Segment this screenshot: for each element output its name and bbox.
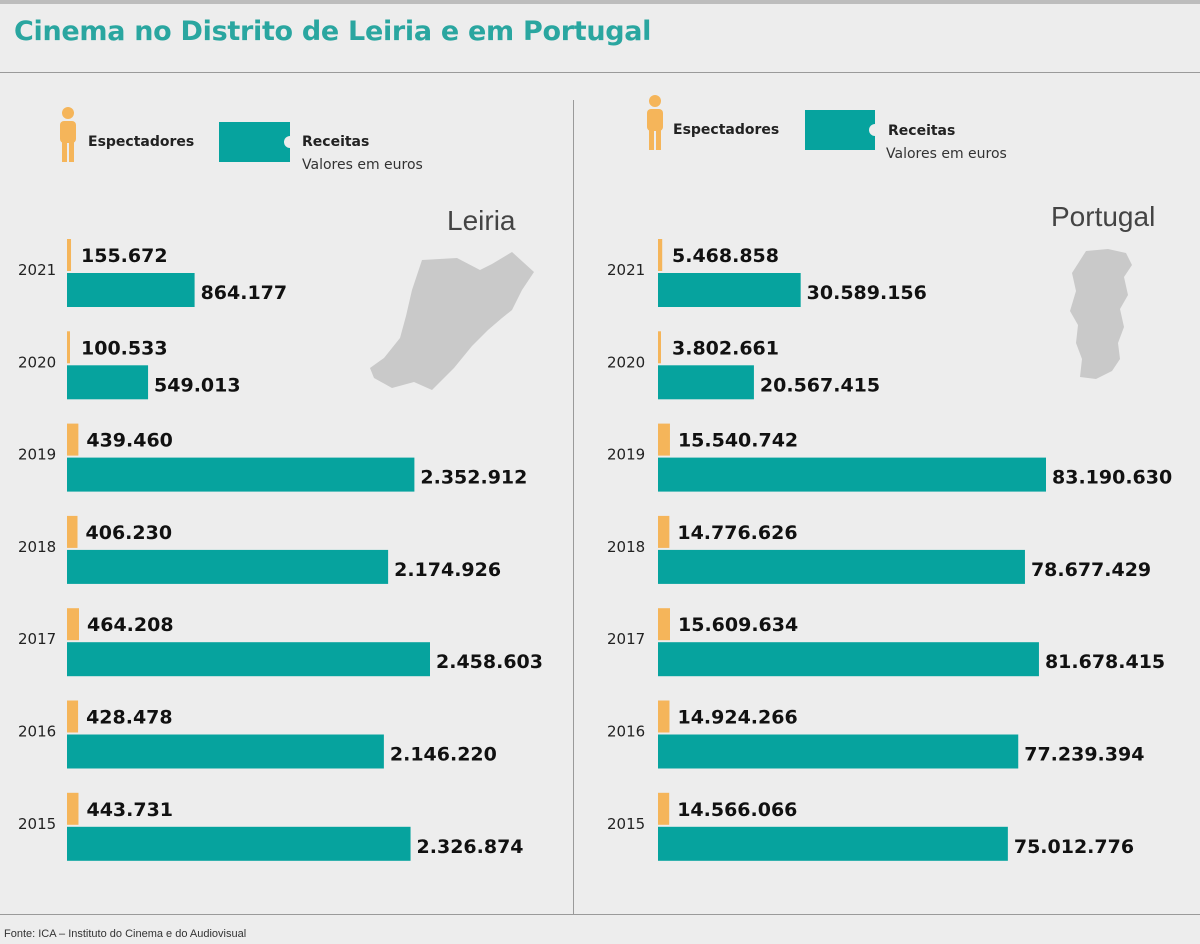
spectators-value-2019: 15.540.742 (678, 430, 798, 452)
revenue-value-2020: 549.013 (154, 374, 241, 396)
spectators-bar-2020 (658, 331, 661, 364)
spectators-bar-2019 (67, 423, 79, 456)
revenue-bar-2018 (67, 549, 389, 584)
page-title: Cinema no Distrito de Leiria e em Portug… (14, 16, 652, 47)
revenue-bar-2016 (658, 734, 1019, 769)
revenue-value-2015: 2.326.874 (417, 836, 524, 858)
spectator-person-icon (60, 107, 76, 162)
year-label-2020: 2020 (18, 353, 56, 371)
revenue-bar-2017 (658, 642, 1039, 677)
revenue-value-2016: 2.146.220 (390, 744, 497, 766)
spectators-value-2015: 443.731 (86, 799, 173, 821)
legend-revenue-swatch (219, 122, 290, 162)
year-label-2017: 2017 (18, 630, 56, 648)
spectators-bar-2015 (658, 792, 670, 825)
legend-spectators-label: Espectadores (673, 122, 780, 138)
revenue-bar-2015 (658, 826, 1008, 861)
year-label-2018: 2018 (607, 538, 645, 556)
spectator-person-icon (647, 95, 663, 150)
spectators-value-2020: 3.802.661 (672, 337, 779, 359)
year-label-2016: 2016 (18, 723, 56, 741)
legend-revenue-sublabel: Valores em euros (886, 146, 1007, 162)
revenue-bar-2019 (67, 457, 415, 492)
source-footer: Fonte: ICA – Instituto do Cinema e do Au… (4, 928, 247, 940)
spectators-value-2016: 428.478 (86, 707, 173, 729)
revenue-value-2019: 83.190.630 (1052, 467, 1172, 489)
spectators-value-2015: 14.566.066 (677, 799, 797, 821)
revenue-bar-2021 (658, 273, 801, 307)
year-label-2019: 2019 (18, 446, 56, 464)
leiria-panel: Espectadores Receitas Valores em euros L… (0, 0, 573, 944)
legend-revenue-sublabel: Valores em euros (302, 157, 423, 173)
portugal-map-icon (1070, 249, 1132, 379)
year-label-2021: 2021 (18, 261, 56, 279)
revenue-value-2021: 864.177 (201, 282, 288, 304)
footer-divider (0, 914, 1200, 915)
spectators-value-2016: 14.924.266 (677, 707, 797, 729)
spectators-value-2021: 5.468.858 (672, 245, 779, 267)
panel-divider (573, 100, 574, 915)
leiria-map-icon (370, 252, 534, 390)
revenue-value-2020: 20.567.415 (760, 374, 880, 396)
header-divider (0, 72, 1200, 73)
revenue-bar-2016 (67, 734, 384, 769)
spectators-value-2017: 464.208 (87, 614, 174, 636)
legend-revenue-label: Receitas (888, 123, 956, 139)
spectators-bar-2018 (658, 515, 670, 548)
revenue-bar-2020 (67, 365, 149, 400)
leiria-bar-chart: 2021 155.672 864.177 2020 100.533 549.013 2019… (18, 239, 543, 861)
revenue-value-2015: 75.012.776 (1014, 836, 1134, 858)
spectators-value-2021: 155.672 (81, 245, 168, 267)
revenue-value-2017: 81.678.415 (1045, 651, 1165, 673)
portugal-region-label: Portugal (1051, 201, 1156, 232)
year-label-2019: 2019 (607, 446, 645, 464)
revenue-bar-2018 (658, 549, 1025, 584)
year-label-2015: 2015 (18, 815, 56, 833)
spectators-bar-2017 (67, 608, 79, 641)
spectators-value-2017: 15.609.634 (678, 614, 798, 636)
legend-revenue-dot (869, 124, 881, 136)
legend-spectators-label: Espectadores (88, 134, 195, 150)
spectators-bar-2019 (658, 423, 670, 456)
year-label-2020: 2020 (607, 353, 645, 371)
revenue-value-2016: 77.239.394 (1024, 744, 1144, 766)
spectators-value-2019: 439.460 (86, 430, 173, 452)
revenue-bar-2015 (67, 826, 411, 861)
year-label-2017: 2017 (607, 630, 645, 648)
spectators-bar-2017 (658, 608, 670, 641)
revenue-value-2018: 2.174.926 (394, 559, 501, 581)
portugal-panel: Espectadores Receitas Valores em euros P… (574, 0, 1200, 944)
legend-revenue-swatch (805, 110, 875, 150)
revenue-bar-2019 (658, 457, 1046, 492)
portugal-bar-chart: 2021 5.468.858 30.589.156 2020 3.802.661 20.5… (607, 239, 1172, 861)
revenue-value-2017: 2.458.603 (436, 651, 543, 673)
revenue-bar-2020 (658, 365, 754, 400)
year-label-2021: 2021 (607, 261, 645, 279)
spectators-bar-2021 (658, 239, 663, 271)
year-label-2018: 2018 (18, 538, 56, 556)
spectators-bar-2020 (67, 331, 70, 364)
spectators-value-2018: 14.776.626 (677, 522, 797, 544)
year-label-2015: 2015 (607, 815, 645, 833)
spectators-bar-2016 (658, 700, 670, 733)
revenue-value-2021: 30.589.156 (807, 282, 927, 304)
top-border (0, 0, 1200, 4)
spectators-bar-2015 (67, 792, 79, 825)
revenue-value-2019: 2.352.912 (420, 467, 527, 489)
spectators-bar-2016 (67, 700, 79, 733)
spectators-bar-2018 (67, 515, 78, 548)
leiria-region-label: Leiria (447, 205, 516, 236)
legend-revenue-dot (284, 136, 296, 148)
revenue-bar-2021 (67, 273, 195, 307)
spectators-value-2018: 406.230 (86, 522, 173, 544)
legend-revenue-label: Receitas (302, 134, 370, 150)
year-label-2016: 2016 (607, 723, 645, 741)
spectators-value-2020: 100.533 (81, 337, 168, 359)
revenue-value-2018: 78.677.429 (1031, 559, 1151, 581)
spectators-bar-2021 (67, 239, 72, 271)
revenue-bar-2017 (67, 642, 430, 677)
